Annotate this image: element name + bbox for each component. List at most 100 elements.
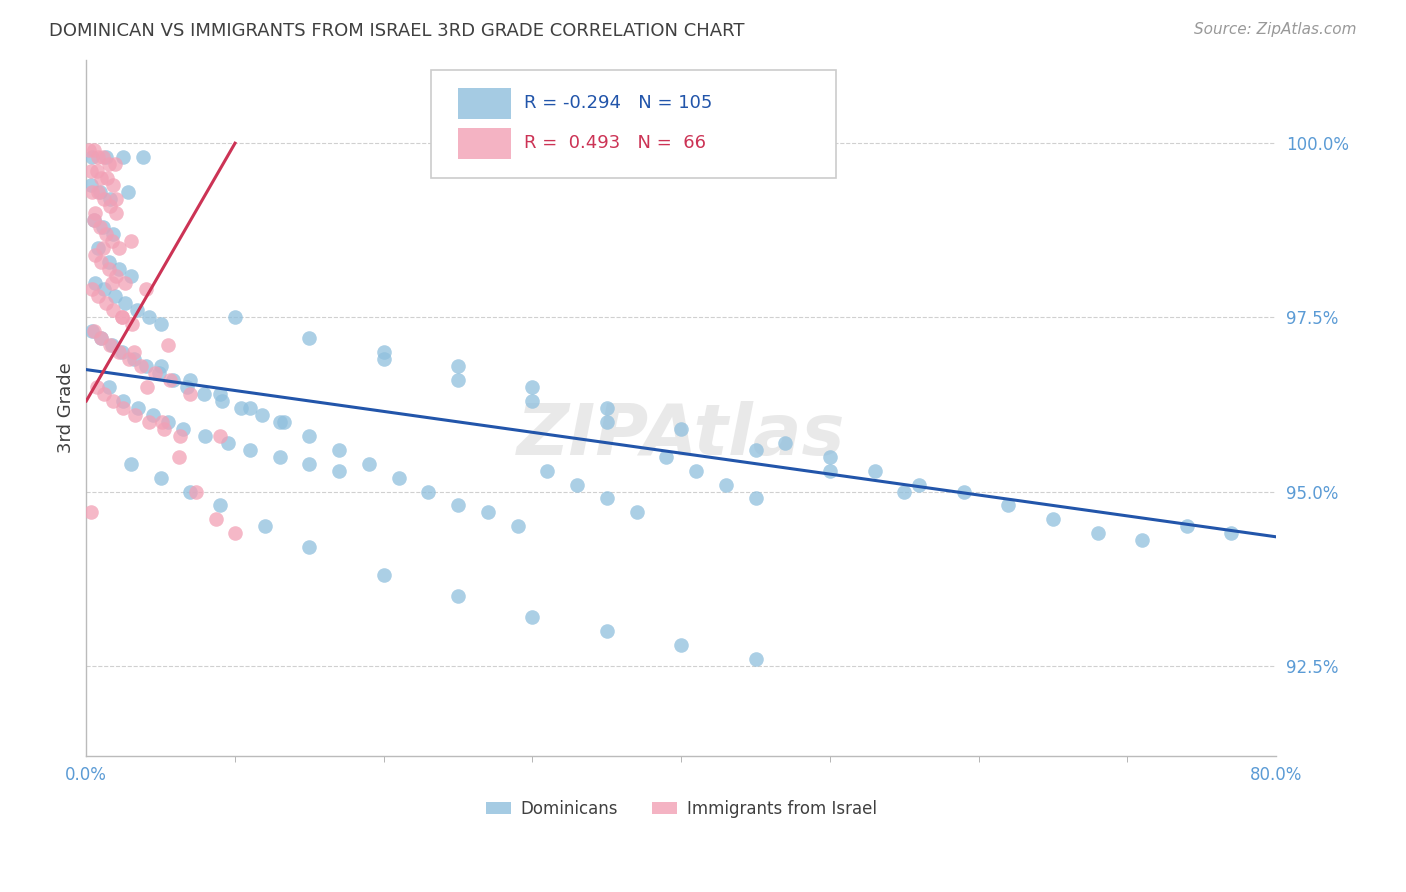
Point <box>596 624 619 638</box>
Point <box>908 477 931 491</box>
Bar <box>457 87 510 120</box>
Point <box>87 150 110 164</box>
Point <box>121 318 143 332</box>
Point <box>108 261 131 276</box>
Point <box>77 143 100 157</box>
Point <box>217 435 239 450</box>
Point <box>90 331 112 345</box>
Point <box>373 345 395 359</box>
Point <box>596 415 619 429</box>
FancyBboxPatch shape <box>432 70 837 178</box>
Point <box>89 219 111 234</box>
Point <box>138 310 160 325</box>
Point <box>179 387 201 401</box>
Point <box>114 276 136 290</box>
Point <box>82 283 104 297</box>
Point <box>775 435 797 450</box>
Point <box>298 541 321 555</box>
Point <box>82 324 104 338</box>
Point <box>89 185 111 199</box>
Point <box>100 234 122 248</box>
Point <box>101 303 124 318</box>
Point <box>96 171 118 186</box>
Point <box>714 477 737 491</box>
Point <box>84 276 107 290</box>
Point <box>105 206 128 220</box>
Point <box>418 484 440 499</box>
Point <box>117 185 139 199</box>
Text: R =  0.493   N =  66: R = 0.493 N = 66 <box>524 134 706 153</box>
Point <box>80 505 103 519</box>
Point <box>157 415 180 429</box>
Point <box>80 164 103 178</box>
Point <box>94 227 117 241</box>
Point <box>522 380 544 394</box>
Point <box>91 241 114 255</box>
Point <box>83 143 105 157</box>
Point <box>136 380 159 394</box>
Point <box>229 401 252 415</box>
Point <box>863 464 886 478</box>
Point <box>204 512 226 526</box>
Point <box>80 178 103 192</box>
Point <box>90 171 112 186</box>
Point <box>149 470 172 484</box>
Point <box>83 324 105 338</box>
Point <box>101 178 124 192</box>
Point <box>176 380 198 394</box>
Point <box>93 387 115 401</box>
Point <box>186 484 208 499</box>
Point <box>298 331 321 345</box>
Point <box>83 212 105 227</box>
Text: R = -0.294   N = 105: R = -0.294 N = 105 <box>524 95 713 112</box>
Point <box>149 359 172 373</box>
Point <box>143 366 166 380</box>
Point <box>298 457 321 471</box>
Point <box>596 401 619 415</box>
Point <box>122 345 145 359</box>
Point <box>82 150 104 164</box>
Point <box>112 150 135 164</box>
Point <box>167 450 190 464</box>
Point <box>103 289 125 303</box>
Point <box>132 150 155 164</box>
Point <box>373 568 395 582</box>
Point <box>506 519 529 533</box>
Point <box>108 241 131 255</box>
Point <box>447 589 470 603</box>
Point <box>93 192 115 206</box>
Point <box>111 345 134 359</box>
Point <box>100 276 122 290</box>
Point <box>373 352 395 367</box>
Point <box>97 261 120 276</box>
Point <box>91 219 114 234</box>
Point <box>112 401 135 415</box>
Point <box>447 499 470 513</box>
Point <box>86 380 108 394</box>
Point <box>122 352 145 367</box>
Point <box>328 464 350 478</box>
Point <box>157 338 180 352</box>
Point <box>522 610 544 624</box>
Point <box>118 352 141 367</box>
Point <box>162 373 184 387</box>
Point <box>744 491 766 506</box>
Point <box>97 157 120 171</box>
Point <box>94 296 117 310</box>
Point <box>83 212 105 227</box>
Point <box>818 450 841 464</box>
Text: Source: ZipAtlas.com: Source: ZipAtlas.com <box>1194 22 1357 37</box>
Point <box>90 254 112 268</box>
Point <box>477 505 499 519</box>
Point <box>269 450 291 464</box>
Point <box>150 415 173 429</box>
Point <box>124 408 146 422</box>
Point <box>108 345 131 359</box>
Point <box>135 283 157 297</box>
Point <box>97 380 120 394</box>
Point <box>111 310 134 325</box>
Point <box>120 457 142 471</box>
Point <box>135 359 157 373</box>
Point <box>447 373 470 387</box>
Text: DOMINICAN VS IMMIGRANTS FROM ISRAEL 3RD GRADE CORRELATION CHART: DOMINICAN VS IMMIGRANTS FROM ISRAEL 3RD … <box>49 22 745 40</box>
